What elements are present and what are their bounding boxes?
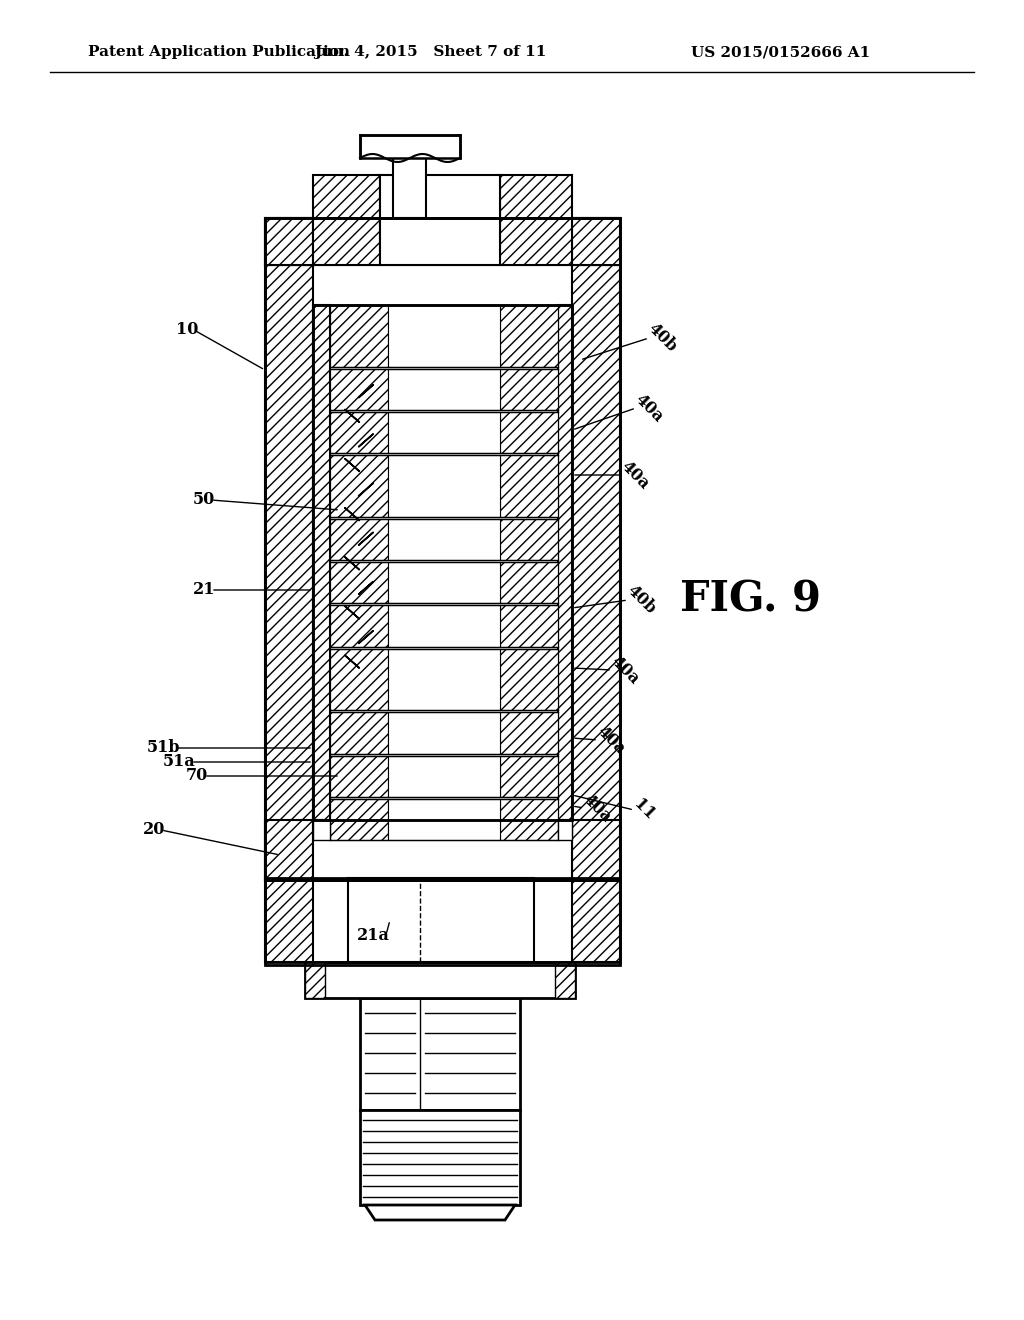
Bar [305, 962, 575, 998]
Bar [330, 455, 388, 517]
Text: 20: 20 [142, 821, 165, 838]
Bar [265, 880, 620, 965]
Bar [393, 145, 426, 218]
Bar [348, 878, 534, 962]
Bar [360, 998, 520, 1110]
Bar [500, 176, 572, 265]
Bar [500, 648, 558, 710]
Bar [330, 412, 388, 453]
Bar [388, 455, 500, 517]
Bar [500, 755, 558, 797]
Text: 40a: 40a [618, 458, 653, 492]
Bar [330, 606, 388, 647]
Bar [388, 648, 500, 710]
Bar [500, 799, 558, 840]
Bar [265, 218, 620, 880]
Bar [558, 305, 572, 820]
Bar [265, 878, 620, 962]
Bar [360, 135, 460, 158]
Bar [330, 713, 388, 754]
Bar [555, 962, 575, 998]
Bar [305, 962, 325, 998]
Bar [330, 305, 388, 367]
Bar [572, 820, 620, 880]
Bar [500, 305, 558, 367]
Text: Patent Application Publication: Patent Application Publication [88, 45, 350, 59]
Text: Jun. 4, 2015   Sheet 7 of 11: Jun. 4, 2015 Sheet 7 of 11 [313, 45, 546, 59]
Bar [313, 305, 572, 820]
Bar [330, 799, 388, 840]
Text: 50: 50 [193, 491, 215, 508]
Bar [330, 368, 388, 411]
Bar [330, 519, 388, 560]
Bar [360, 1110, 520, 1205]
Bar [265, 820, 313, 880]
Bar [388, 606, 500, 647]
Bar [380, 176, 500, 265]
Bar [388, 412, 500, 453]
Text: 40a: 40a [594, 722, 629, 758]
Bar [388, 305, 500, 367]
Polygon shape [365, 1205, 515, 1220]
Bar [388, 755, 500, 797]
Text: 40b: 40b [624, 582, 659, 618]
Bar [313, 305, 330, 820]
Bar [265, 218, 620, 265]
Bar [330, 562, 388, 603]
Bar [500, 368, 558, 411]
Text: 40a: 40a [608, 652, 643, 688]
Bar [265, 878, 313, 962]
Bar [313, 820, 572, 880]
Text: 21a: 21a [357, 927, 390, 944]
Bar [388, 713, 500, 754]
Text: 51b: 51b [146, 739, 180, 756]
Text: 21: 21 [193, 582, 215, 598]
Bar [500, 713, 558, 754]
Bar [388, 562, 500, 603]
Text: 40a: 40a [632, 391, 667, 425]
Bar [500, 412, 558, 453]
Bar [558, 820, 572, 840]
Bar [572, 218, 620, 265]
Text: 10: 10 [176, 322, 198, 338]
Bar [388, 368, 500, 411]
Bar [265, 218, 620, 880]
Text: 40b: 40b [645, 321, 681, 356]
Bar [313, 820, 330, 840]
Bar [313, 176, 380, 265]
Text: 40a: 40a [580, 791, 615, 825]
Bar [388, 799, 500, 840]
Text: FIG. 9: FIG. 9 [680, 579, 821, 620]
Bar [500, 606, 558, 647]
Bar [388, 519, 500, 560]
Text: US 2015/0152666 A1: US 2015/0152666 A1 [691, 45, 870, 59]
Bar [330, 755, 388, 797]
Text: 11: 11 [630, 796, 658, 824]
Bar [265, 218, 313, 265]
Bar [572, 878, 620, 962]
Bar [572, 265, 620, 880]
Bar [330, 648, 388, 710]
Bar [313, 305, 572, 820]
Bar [500, 519, 558, 560]
Text: 51a: 51a [162, 754, 195, 771]
Text: 70: 70 [185, 767, 208, 784]
Bar [500, 455, 558, 517]
Bar [500, 562, 558, 603]
Bar [265, 265, 313, 880]
